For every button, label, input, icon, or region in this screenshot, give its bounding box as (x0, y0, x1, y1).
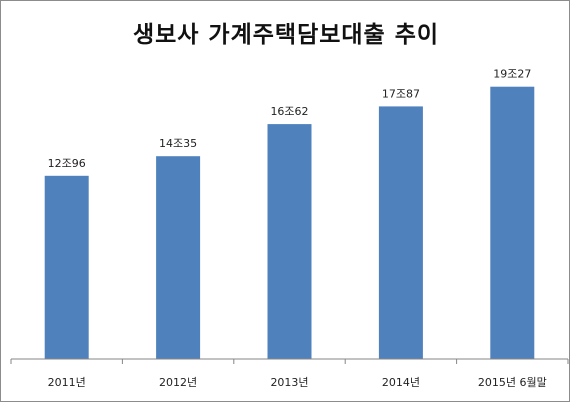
data-label-1: 12조96 (48, 157, 86, 170)
data-label-5: 19조27 (493, 68, 531, 81)
x-tick-label-1: 2011년 (48, 376, 86, 389)
chart-title: 생보사 가계주택담보대출 추이 (132, 22, 440, 48)
x-tick-label-2: 2012년 (159, 376, 197, 389)
x-tick-label-3: 2013년 (270, 376, 308, 389)
data-label-4: 17조87 (382, 87, 420, 100)
bar-1 (44, 175, 89, 359)
x-tick-label-4: 2014년 (382, 376, 420, 389)
bar-5 (490, 86, 535, 359)
data-label-3: 16조62 (270, 105, 308, 118)
x-tick-label-5: 2015년 6월말 (478, 376, 547, 389)
bar-2 (156, 156, 201, 359)
bar-3 (267, 124, 312, 359)
data-label-2: 14조35 (159, 137, 197, 150)
bar-4 (378, 106, 423, 360)
